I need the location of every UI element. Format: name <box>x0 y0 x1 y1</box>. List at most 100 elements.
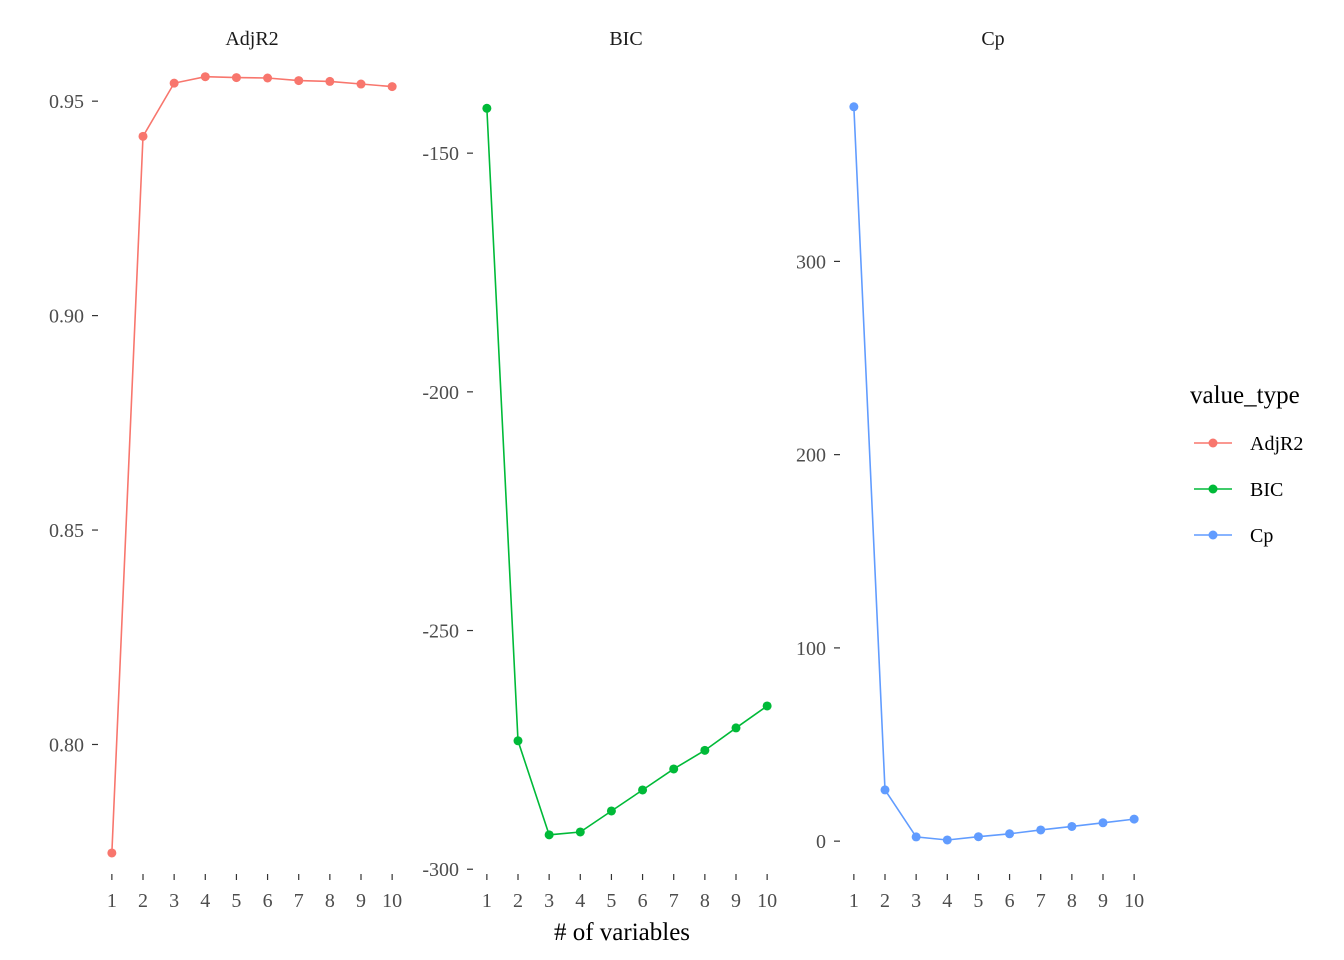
x-tick-label-bic: 6 <box>638 890 648 912</box>
data-point-cp <box>1067 821 1077 831</box>
data-point-adjr2 <box>325 76 335 86</box>
data-point-cp <box>1098 818 1108 828</box>
x-tick-label-cp: 5 <box>973 890 983 912</box>
legend: value_type AdjR2 BIC Cp <box>1190 382 1303 547</box>
data-point-bic <box>513 736 523 746</box>
x-tick-label-adjr2: 2 <box>138 890 148 912</box>
x-tick-label-bic: 3 <box>544 890 554 912</box>
strip-label-adjr2: AdjR2 <box>225 28 278 50</box>
data-point-adjr2 <box>169 78 179 88</box>
x-tick-label-cp: 3 <box>911 890 921 912</box>
data-point-adjr2 <box>387 82 397 92</box>
strip-label-cp: Cp <box>981 28 1004 50</box>
y-tick-label-cp: 300 <box>796 251 826 273</box>
x-tick-label-bic: 4 <box>575 890 585 912</box>
series-cp <box>849 102 1139 845</box>
y-tick-label-bic: -300 <box>422 859 459 881</box>
panel-bic: BIC -300 -250 -200 -150 1 2 3 4 5 6 7 8 9 10 <box>422 28 777 912</box>
y-axis-cp: 0 100 200 300 <box>796 251 840 853</box>
data-point-cp <box>1036 825 1046 835</box>
x-axis-cp: 1 2 3 4 5 6 7 8 9 10 <box>849 874 1144 912</box>
y-tick-label-adjr2: 0.85 <box>49 520 84 542</box>
x-tick-label-bic: 10 <box>757 890 777 912</box>
legend-entry-adjr2: AdjR2 <box>1194 433 1303 455</box>
data-point-cp <box>1005 829 1015 839</box>
legend-label-bic: BIC <box>1250 479 1283 501</box>
x-tick-label-bic: 5 <box>606 890 616 912</box>
x-tick-label-cp: 6 <box>1005 890 1015 912</box>
legend-entry-cp: Cp <box>1194 525 1273 547</box>
legend-key-point-bic <box>1208 484 1218 494</box>
data-point-adjr2 <box>356 79 366 89</box>
x-tick-label-bic: 8 <box>700 890 710 912</box>
y-tick-label-cp: 200 <box>796 445 826 467</box>
y-tick-label-adjr2: 0.90 <box>49 306 84 328</box>
y-tick-label-cp: 0 <box>816 831 826 853</box>
x-tick-label-cp: 2 <box>880 890 890 912</box>
data-point-bic <box>638 785 648 795</box>
data-point-cp <box>942 835 952 845</box>
x-axis-title: # of variables <box>554 919 690 946</box>
y-tick-label-adjr2: 0.95 <box>49 91 84 113</box>
x-tick-label-adjr2: 7 <box>294 890 304 912</box>
strip-label-bic: BIC <box>609 28 642 50</box>
x-tick-label-cp: 7 <box>1036 890 1046 912</box>
data-point-adjr2 <box>138 131 148 141</box>
legend-label-cp: Cp <box>1250 525 1273 547</box>
legend-key-point-adjr2 <box>1208 438 1218 448</box>
panel-adjr2: AdjR2 0.80 0.85 0.90 0.95 1 2 3 4 5 6 7 8 9 10 <box>49 28 402 912</box>
series-adjr2 <box>107 72 397 858</box>
data-point-adjr2 <box>263 73 273 83</box>
x-tick-label-adjr2: 5 <box>231 890 241 912</box>
legend-entry-bic: BIC <box>1194 479 1283 501</box>
x-tick-label-cp: 10 <box>1124 890 1144 912</box>
legend-title: value_type <box>1190 382 1300 409</box>
legend-key-point-cp <box>1208 530 1218 540</box>
x-tick-label-adjr2: 4 <box>200 890 210 912</box>
x-tick-label-adjr2: 10 <box>382 890 402 912</box>
series-line-adjr2 <box>111 75 393 854</box>
x-tick-label-bic: 1 <box>482 890 492 912</box>
data-point-adjr2 <box>231 73 241 83</box>
x-axis-bic: 1 2 3 4 5 6 7 8 9 10 <box>482 874 777 912</box>
y-axis-adjr2: 0.80 0.85 0.90 0.95 <box>49 91 98 756</box>
data-point-adjr2 <box>107 848 117 858</box>
x-tick-label-bic: 9 <box>731 890 741 912</box>
data-point-bic <box>544 830 554 840</box>
data-point-bic <box>731 723 741 733</box>
series-line-bic <box>486 108 768 836</box>
y-tick-label-adjr2: 0.80 <box>49 734 84 756</box>
data-point-cp <box>880 785 890 795</box>
data-point-cp <box>849 102 859 112</box>
data-point-bic <box>762 701 772 711</box>
y-axis-bic: -300 -250 -200 -150 <box>422 143 473 881</box>
data-point-cp <box>973 832 983 842</box>
data-point-bic <box>700 745 710 755</box>
x-tick-label-adjr2: 6 <box>263 890 273 912</box>
y-tick-label-bic: -200 <box>422 382 459 404</box>
data-point-bic <box>606 806 616 816</box>
series-bic <box>482 103 772 840</box>
y-tick-label-cp: 100 <box>796 638 826 660</box>
x-tick-label-cp: 9 <box>1098 890 1108 912</box>
legend-label-adjr2: AdjR2 <box>1250 433 1303 455</box>
x-tick-label-adjr2: 1 <box>107 890 117 912</box>
data-point-cp <box>911 832 921 842</box>
series-line-cp <box>853 106 1135 841</box>
x-tick-label-adjr2: 8 <box>325 890 335 912</box>
x-tick-label-bic: 7 <box>669 890 679 912</box>
y-tick-label-bic: -150 <box>422 143 459 165</box>
data-point-cp <box>1129 814 1139 824</box>
data-point-bic <box>482 103 492 113</box>
x-tick-label-bic: 2 <box>513 890 523 912</box>
x-tick-label-cp: 8 <box>1067 890 1077 912</box>
data-point-bic <box>575 827 585 837</box>
x-axis-adjr2: 1 2 3 4 5 6 7 8 9 10 <box>107 874 402 912</box>
panel-cp: Cp 0 100 200 300 1 2 3 4 5 6 7 8 9 10 <box>796 28 1144 912</box>
x-tick-label-cp: 4 <box>942 890 952 912</box>
x-tick-label-adjr2: 3 <box>169 890 179 912</box>
x-tick-label-cp: 1 <box>849 890 859 912</box>
data-point-adjr2 <box>200 72 210 82</box>
x-tick-label-adjr2: 9 <box>356 890 366 912</box>
